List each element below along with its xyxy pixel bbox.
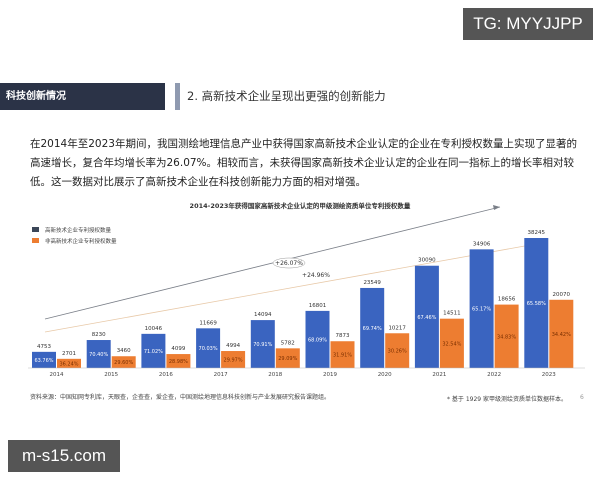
svg-text:7873: 7873 — [336, 333, 350, 339]
svg-text:29.09%: 29.09% — [278, 356, 297, 362]
svg-text:2701: 2701 — [62, 351, 76, 357]
cagr-line-high-tech — [44, 206, 501, 320]
svg-text:38245: 38245 — [528, 230, 546, 236]
svg-text:32.54%: 32.54% — [442, 341, 461, 347]
watermark-top: TG: MYYJJPP — [463, 8, 593, 40]
legend-item-non-high-tech: 非高新技术企业专利授权数量 — [32, 235, 117, 246]
svg-text:30090: 30090 — [418, 258, 436, 264]
legend-label: 非高新技术企业专利授权数量 — [45, 238, 117, 245]
svg-text:4994: 4994 — [226, 343, 240, 349]
svg-text:36.24%: 36.24% — [59, 361, 78, 367]
svg-text:2018: 2018 — [268, 372, 282, 378]
section-label-bar: 科技创新情况 — [0, 83, 165, 110]
svg-text:29.60%: 29.60% — [114, 360, 133, 366]
svg-text:71.02%: 71.02% — [144, 349, 163, 355]
svg-text:2023: 2023 — [542, 372, 556, 378]
chart-legend: 高新技术企业专利授权数量 非高新技术企业专利授权数量 — [32, 224, 117, 246]
svg-text:2014: 2014 — [50, 372, 64, 378]
svg-text:2021: 2021 — [432, 372, 446, 378]
svg-text:65.58%: 65.58% — [527, 301, 546, 307]
svg-text:2022: 2022 — [487, 372, 501, 378]
svg-text:2019: 2019 — [323, 372, 337, 378]
svg-text:4753: 4753 — [37, 344, 51, 350]
svg-text:23549: 23549 — [363, 280, 381, 286]
svg-text:70.03%: 70.03% — [199, 346, 218, 352]
svg-text:+24.96%: +24.96% — [302, 272, 330, 279]
svg-text:4099: 4099 — [171, 346, 185, 352]
legend-item-high-tech: 高新技术企业专利授权数量 — [32, 224, 117, 235]
section-label: 科技创新情况 — [6, 91, 66, 102]
svg-text:11669: 11669 — [199, 320, 217, 326]
svg-text:31.91%: 31.91% — [333, 353, 352, 359]
svg-text:34.83%: 34.83% — [497, 334, 516, 340]
svg-text:69.74%: 69.74% — [363, 326, 382, 332]
watermark-bottom: m-s15.com — [8, 440, 120, 472]
svg-text:34.42%: 34.42% — [552, 332, 571, 338]
page-number: 6 — [580, 394, 584, 401]
svg-text:3460: 3460 — [117, 348, 131, 354]
svg-text:+26.07%: +26.07% — [275, 260, 303, 267]
svg-text:8230: 8230 — [92, 332, 106, 338]
svg-text:16801: 16801 — [309, 303, 327, 309]
svg-text:70.40%: 70.40% — [89, 352, 108, 358]
cagr-line-non-high-tech — [44, 241, 548, 333]
summary-paragraph: 在2014年至2023年期间，我国测绘地理信息产业中获得国家高新技术企业认定的企… — [30, 138, 577, 188]
svg-text:70.91%: 70.91% — [253, 342, 272, 348]
accent-divider — [175, 83, 180, 110]
svg-text:67.46%: 67.46% — [417, 315, 436, 321]
svg-text:14094: 14094 — [254, 312, 272, 318]
sample-note: * 基于 1929 家甲级测绘资质单位数据样本。 — [447, 396, 567, 403]
svg-text:65.17%: 65.17% — [472, 307, 491, 313]
page-title: 2. 高新技术企业呈现出更强的创新能力 — [187, 89, 386, 103]
svg-text:5782: 5782 — [281, 340, 295, 346]
legend-swatch-high-tech — [32, 227, 39, 232]
svg-text:2015: 2015 — [104, 372, 118, 378]
svg-text:18656: 18656 — [498, 297, 516, 303]
source-note: 资料来源：中国知网专利库，天眼查，企查查，爱企查，中国测绘地理信息科技创新与产业… — [30, 394, 331, 401]
svg-text:14511: 14511 — [443, 311, 461, 317]
svg-text:2017: 2017 — [214, 372, 228, 378]
svg-text:10217: 10217 — [388, 325, 406, 331]
svg-text:28.98%: 28.98% — [169, 359, 188, 365]
svg-text:2020: 2020 — [378, 372, 392, 378]
svg-text:34906: 34906 — [473, 241, 491, 247]
legend-label: 高新技术企业专利授权数量 — [45, 227, 112, 234]
chart-title: 2014-2023年获得国家高新技术企业认定的甲级测绘资质单位专利授权数量 — [189, 202, 411, 210]
svg-text:30.26%: 30.26% — [388, 349, 407, 355]
svg-text:2016: 2016 — [159, 372, 173, 378]
svg-text:10046: 10046 — [145, 326, 163, 332]
legend-swatch-non-high-tech — [32, 238, 39, 243]
svg-text:20070: 20070 — [553, 292, 571, 298]
svg-text:68.09%: 68.09% — [308, 337, 327, 343]
svg-text:29.97%: 29.97% — [224, 358, 243, 364]
svg-text:63.76%: 63.76% — [34, 358, 53, 364]
